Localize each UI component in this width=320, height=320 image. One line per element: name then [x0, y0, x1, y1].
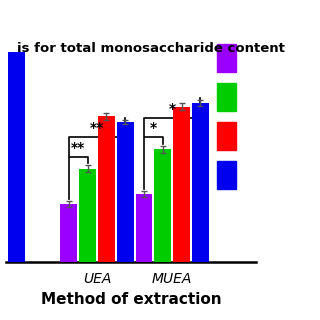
Text: is for total monosaccharide content: is for total monosaccharide content: [17, 42, 284, 55]
Bar: [79, 169, 96, 262]
FancyBboxPatch shape: [217, 83, 236, 111]
Bar: [136, 194, 152, 262]
Bar: [154, 149, 171, 262]
Text: *: *: [150, 121, 157, 135]
FancyBboxPatch shape: [217, 122, 236, 150]
Text: **: **: [71, 141, 85, 155]
Bar: [173, 107, 190, 262]
Bar: [117, 122, 134, 262]
Text: **: **: [90, 121, 104, 135]
X-axis label: Method of extraction: Method of extraction: [41, 292, 221, 307]
Text: *: *: [169, 102, 176, 116]
Bar: [98, 116, 115, 262]
FancyBboxPatch shape: [217, 161, 236, 189]
Bar: [8, 52, 25, 262]
Bar: [192, 103, 209, 262]
FancyBboxPatch shape: [217, 44, 236, 72]
Bar: [60, 204, 77, 262]
